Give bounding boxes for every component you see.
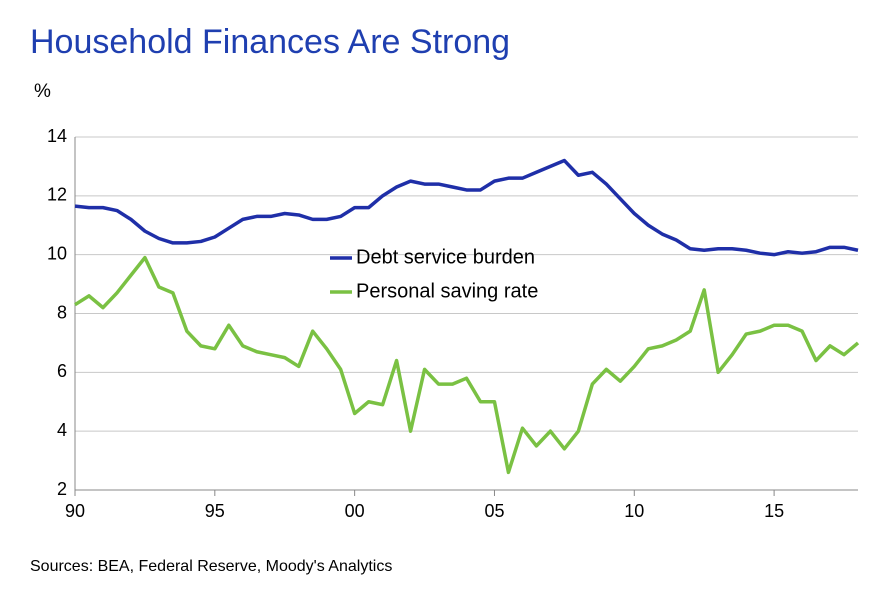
x-tick-label: 95 xyxy=(205,501,225,521)
legend-label: Personal saving rate xyxy=(356,280,538,302)
chart-title: Household Finances Are Strong xyxy=(30,23,510,61)
y-tick-label: 14 xyxy=(47,126,67,146)
x-tick-label: 00 xyxy=(345,501,365,521)
y-tick-label: 4 xyxy=(57,420,67,440)
x-tick-label: 10 xyxy=(624,501,644,521)
legend-label: Debt service burden xyxy=(356,246,535,268)
y-tick-label: 8 xyxy=(57,302,67,322)
y-tick-label: 10 xyxy=(47,243,67,263)
y-axis-label: % xyxy=(34,81,51,102)
x-tick-label: 15 xyxy=(764,501,784,521)
y-tick-label: 12 xyxy=(47,185,67,205)
series-line xyxy=(74,158,859,257)
series-line xyxy=(74,255,860,475)
x-tick-label: 05 xyxy=(484,501,504,521)
source-note: Sources: BEA, Federal Reserve, Moody's A… xyxy=(30,558,392,575)
x-tick-label: 90 xyxy=(65,501,85,521)
y-tick-label: 2 xyxy=(57,479,67,499)
y-tick-label: 6 xyxy=(57,361,67,381)
